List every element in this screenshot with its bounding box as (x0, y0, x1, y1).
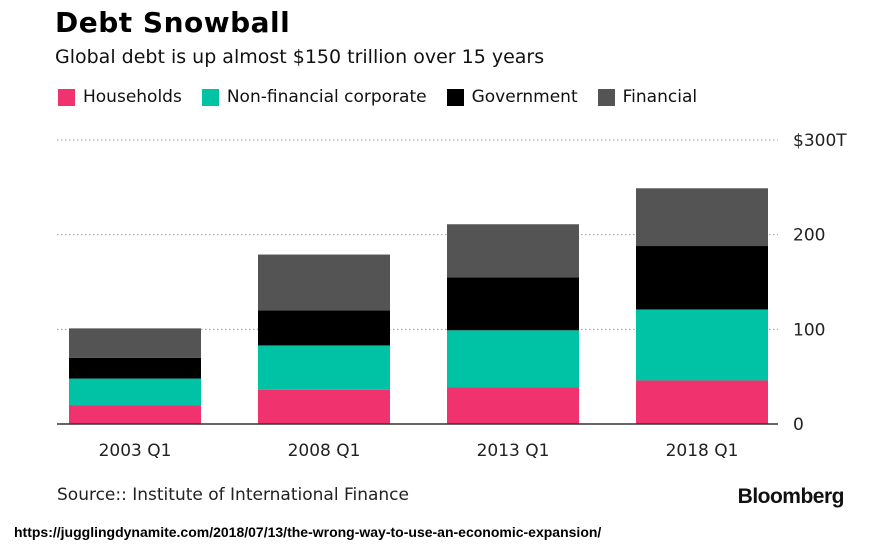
bar-segment (447, 224, 579, 278)
bloomberg-logo: Bloomberg (737, 485, 845, 508)
legend-item: Government (446, 87, 578, 107)
bar-segment (69, 405, 201, 424)
bar-segment (258, 310, 390, 346)
legend-swatch (446, 88, 464, 106)
y-tick-label: 200 (793, 226, 825, 246)
legend: Households Non-financial corporate Governm… (58, 87, 697, 107)
legend-swatch (597, 88, 615, 106)
x-tick-label: 2003 Q1 (99, 441, 172, 461)
x-tick-label: 2018 Q1 (666, 441, 739, 461)
legend-item: Financial (597, 87, 698, 107)
bar-segment (69, 328, 201, 358)
bar-segment (636, 309, 768, 381)
legend-swatch (201, 88, 219, 106)
legend-item: Non-financial corporate (201, 87, 427, 107)
legend-label: Financial (622, 87, 698, 107)
legend-label: Non-financial corporate (226, 87, 427, 107)
bar-segment (258, 389, 390, 424)
y-tick-label: 100 (793, 320, 825, 340)
legend-swatch (58, 88, 75, 106)
stacked-bar-chart: 0 100 200 $300T 2003 Q1 2008 Q1 2013 Q1 2018 Q1 (57, 131, 847, 461)
y-tick-label: 0 (793, 415, 804, 435)
bar-segment (636, 380, 768, 424)
bar-segment (69, 357, 201, 379)
bar-segment (258, 345, 390, 390)
y-tick-label: $300T (793, 131, 847, 151)
bar-segment (69, 378, 201, 406)
legend-label: Government (471, 87, 578, 107)
legend-item: Households (58, 87, 182, 107)
source-url: https://jugglingdynamite.com/2018/07/13/… (14, 524, 602, 540)
source-note: Source:: Institute of International Fina… (57, 485, 409, 505)
bar-segment (636, 188, 768, 247)
bar-segment (447, 330, 579, 388)
bar-segment (636, 246, 768, 310)
chart-title: Debt Snowball (55, 6, 291, 39)
chart-subtitle: Global debt is up almost $150 trillion o… (55, 46, 545, 68)
x-tick-label: 2008 Q1 (288, 441, 361, 461)
x-tick-label: 2013 Q1 (477, 441, 550, 461)
bar-segment (447, 277, 579, 331)
bar-segment (447, 387, 579, 424)
bar-segment (258, 254, 390, 311)
legend-label: Households (83, 87, 182, 107)
